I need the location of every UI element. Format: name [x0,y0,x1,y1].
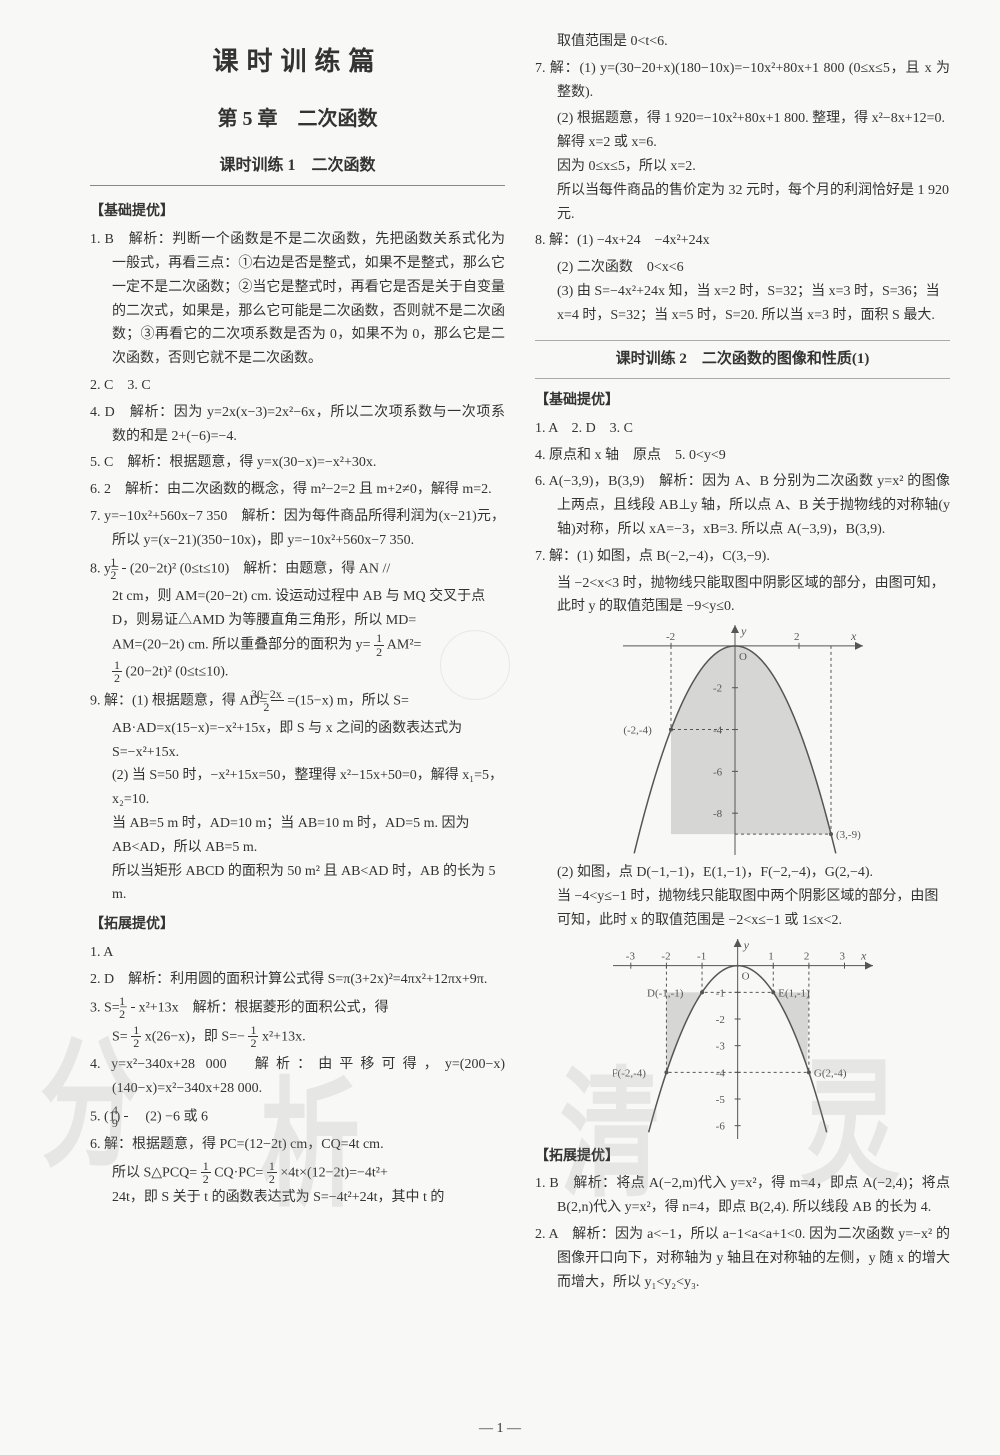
svg-text:-8: -8 [713,808,723,820]
page-number: — 1 — [0,1421,1000,1437]
svg-text:-1: -1 [715,987,724,999]
r8b: (2) 二次函数 0<x<6 [535,256,950,280]
q9-c1: AB·AD=x(15−x)=−x²+15x，即 S 与 x 之间的函数表达式为 … [90,717,505,765]
q7: 7. y=−10x²+560x−7 350 解析：因为每件商品所得利润为(x−2… [90,505,505,553]
section-base: 【基础提优】 [90,200,505,224]
e5: 5. (1) 49 (2) −6 或 6 [90,1104,505,1130]
e1: 1. A [90,941,505,965]
q9-c4: 所以当矩形 ABCD 的面积为 50 m² 且 AB<AD 时，AB 的长为 5… [90,860,505,908]
b7d: 当 −4<y≤−1 时，抛物线只能取图中两个阴影区域的部分，由图可知，此时 x … [535,885,950,933]
svg-text:E(1,-1): E(1,-1) [778,987,810,999]
frac-half-1: 12 [122,556,126,582]
e6-cont: 所以 S△PCQ= 12 CQ·PC= 12 ×4t×(12−2t)=−4t²+ [90,1160,505,1186]
svg-text:F(-2,-4): F(-2,-4) [613,1067,646,1079]
r8: 8. 解：(1) −4x+24 −4x²+24x [535,229,950,253]
svg-text:-3: -3 [625,950,635,962]
b7a: 7. 解：(1) 如图，点 B(−2,−4)，C(3,−9). [535,545,950,569]
svg-text:2: 2 [803,950,809,962]
frac-e3a: 12 [131,995,135,1021]
svg-text:x: x [860,948,867,962]
svg-text:O: O [741,970,749,982]
big-title: 课时训练篇 [90,40,505,84]
e3-cont: S= 12 x(26−x)，即 S=− 12 x²+13x. [90,1024,505,1050]
frac-e3b: 12 [131,1024,141,1050]
svg-text:B(-2,-4): B(-2,-4) [623,725,652,737]
r7: 7. 解：(1) y=(30−20+x)(180−10x)=−10x²+80x+… [535,57,950,105]
lesson-2-title: 课时训练 2 二次函数的图像和性质(1) [535,340,950,380]
svg-text:D(-1,-1): D(-1,-1) [647,987,684,999]
r8c: (3) 由 S=−4x²+24x 知，当 x=2 时，S=32；当 x=3 时，… [535,280,950,328]
b4-5: 4. 原点和 x 轴 原点 5. 0<y<9 [535,444,950,468]
q9: 9. 解：(1) 根据题意，得 AD= 30−2x2 =(15−x) m，所以 … [90,688,505,714]
section-ext-1: 【拓展提优】 [90,913,505,937]
svg-text:-6: -6 [713,767,723,779]
svg-text:-3: -3 [715,1040,725,1052]
svg-text:-5: -5 [715,1094,725,1106]
lesson-1-title: 课时训练 1 二次函数 [90,152,505,186]
frac-half-3: 12 [112,659,122,685]
svg-text:-4: -4 [713,725,723,737]
svg-text:y: y [742,939,749,952]
frac-q9: 30−2x2 [271,688,284,714]
q6: 6. 2 解析：由二次函数的概念，得 m²−2=2 且 m+2≠0，解得 m=2… [90,478,505,502]
svg-text:-2: -2 [713,683,722,695]
b6: 6. A(−3,9)，B(3,9) 解析：因为 A、B 分别为二次函数 y=x²… [535,470,950,541]
e4: 4. y=x²−340x+28 000 解析：由平移可得，y=(200−x)(1… [90,1053,505,1101]
e3: 3. S=− 12 x²+13x 解析：根据菱形的面积公式，得 [90,995,505,1021]
svg-text:-2: -2 [715,1014,724,1026]
e2: 2. D 解析：利用圆的面积计算公式得 S=π(3+2x)²=4πx²+12πx… [90,968,505,992]
q9-c2: (2) 当 S=50 时，−x²+15x=50，整理得 x²−15x+50=0，… [90,764,505,812]
ext1: 1. B 解析：将点 A(−2,m)代入 y=x²，得 m=4，即点 A(−2,… [535,1172,950,1220]
chart-parabola-2: x y O -3 -2 -1 1 2 3 -1 -2 -3 -4 -5 -6 D(-1,-1) E(1,-1) F… [613,939,873,1139]
svg-text:3: 3 [839,950,845,962]
chapter-title: 第 5 章 二次函数 [90,102,505,136]
q1: 1. B 解析：判断一个函数是不是二次函数，先把函数关系式化为一般式，再看三点：… [90,228,505,371]
svg-text:-1: -1 [697,950,706,962]
svg-text:(3,-9): (3,-9) [836,829,861,841]
e6-cont2: 24t，即 S 关于 t 的函数表达式为 S=−4t²+24t，其中 t 的 [90,1186,505,1210]
q9-c3: 当 AB=5 m 时，AD=10 m；当 AB=10 m 时，AD=5 m. 因… [90,812,505,860]
svg-text:2: 2 [794,631,800,643]
e6: 6. 解：根据题意，得 PC=(12−2t) cm，CQ=4t cm. [90,1133,505,1157]
b7b: 当 −2<x<3 时，抛物线只能取图中阴影区域的部分，由图可知，此时 y 的取值… [535,572,950,620]
frac-half-2: 12 [374,632,384,658]
chart-parabola-1: x y O -2 2 -2 -4 -6 -8 B(-2,-4) (3,-9) [623,625,863,855]
b1-3: 1. A 2. D 3. C [535,417,950,441]
svg-text:-2: -2 [661,950,670,962]
svg-text:x: x [850,629,857,643]
frac-e6a: 12 [201,1160,211,1186]
q8-cont1: 2t cm，则 AM=(20−2t) cm. 设运动过程中 AB 与 MQ 交叉… [90,585,505,633]
svg-text:-4: -4 [715,1067,725,1079]
r7c: 因为 0≤x≤5，所以 x=2. [535,155,950,179]
r0: 取值范围是 0<t<6. [535,30,950,54]
section-ext-2: 【拓展提优】 [535,1145,950,1169]
svg-text:1: 1 [768,950,774,962]
frac-e5: 49 [124,1104,128,1130]
q8: 8. y= 12 (20−2t)² (0≤t≤10) 解析：由题意，得 AN /… [90,556,505,582]
ext2: 2. A 解析：因为 a<−1，所以 a−1<a<a+1<0. 因为二次函数 y… [535,1223,950,1294]
r7b: (2) 根据题意，得 1 920=−10x²+80x+1 800. 整理，得 x… [535,107,950,155]
frac-e3c: 12 [248,1024,258,1050]
svg-text:y: y [740,625,747,638]
r7d: 所以当每件商品的售价定为 32 元时，每个月的利润恰好是 1 920 元. [535,179,950,227]
svg-text:-2: -2 [666,631,675,643]
seal-stamp [440,630,510,700]
section-base-2: 【基础提优】 [535,389,950,413]
left-column: 课时训练篇 第 5 章 二次函数 课时训练 1 二次函数 【基础提优】 1. B… [90,30,505,1435]
right-column: 取值范围是 0<t<6. 7. 解：(1) y=(30−20+x)(180−10… [535,30,950,1435]
svg-text:-6: -6 [715,1120,725,1132]
q4: 4. D 解析：因为 y=2x(x−3)=2x²−6x，所以二次项系数与一次项系… [90,401,505,449]
svg-text:O: O [739,651,747,663]
svg-text:G(2,-4): G(2,-4) [813,1067,846,1079]
q2-3: 2. C 3. C [90,374,505,398]
frac-e6b: 12 [267,1160,277,1186]
b7c: (2) 如图，点 D(−1,−1)，E(1,−1)，F(−2,−4)，G(2,−… [535,861,950,885]
q5: 5. C 解析：根据题意，得 y=x(30−x)=−x²+30x. [90,451,505,475]
